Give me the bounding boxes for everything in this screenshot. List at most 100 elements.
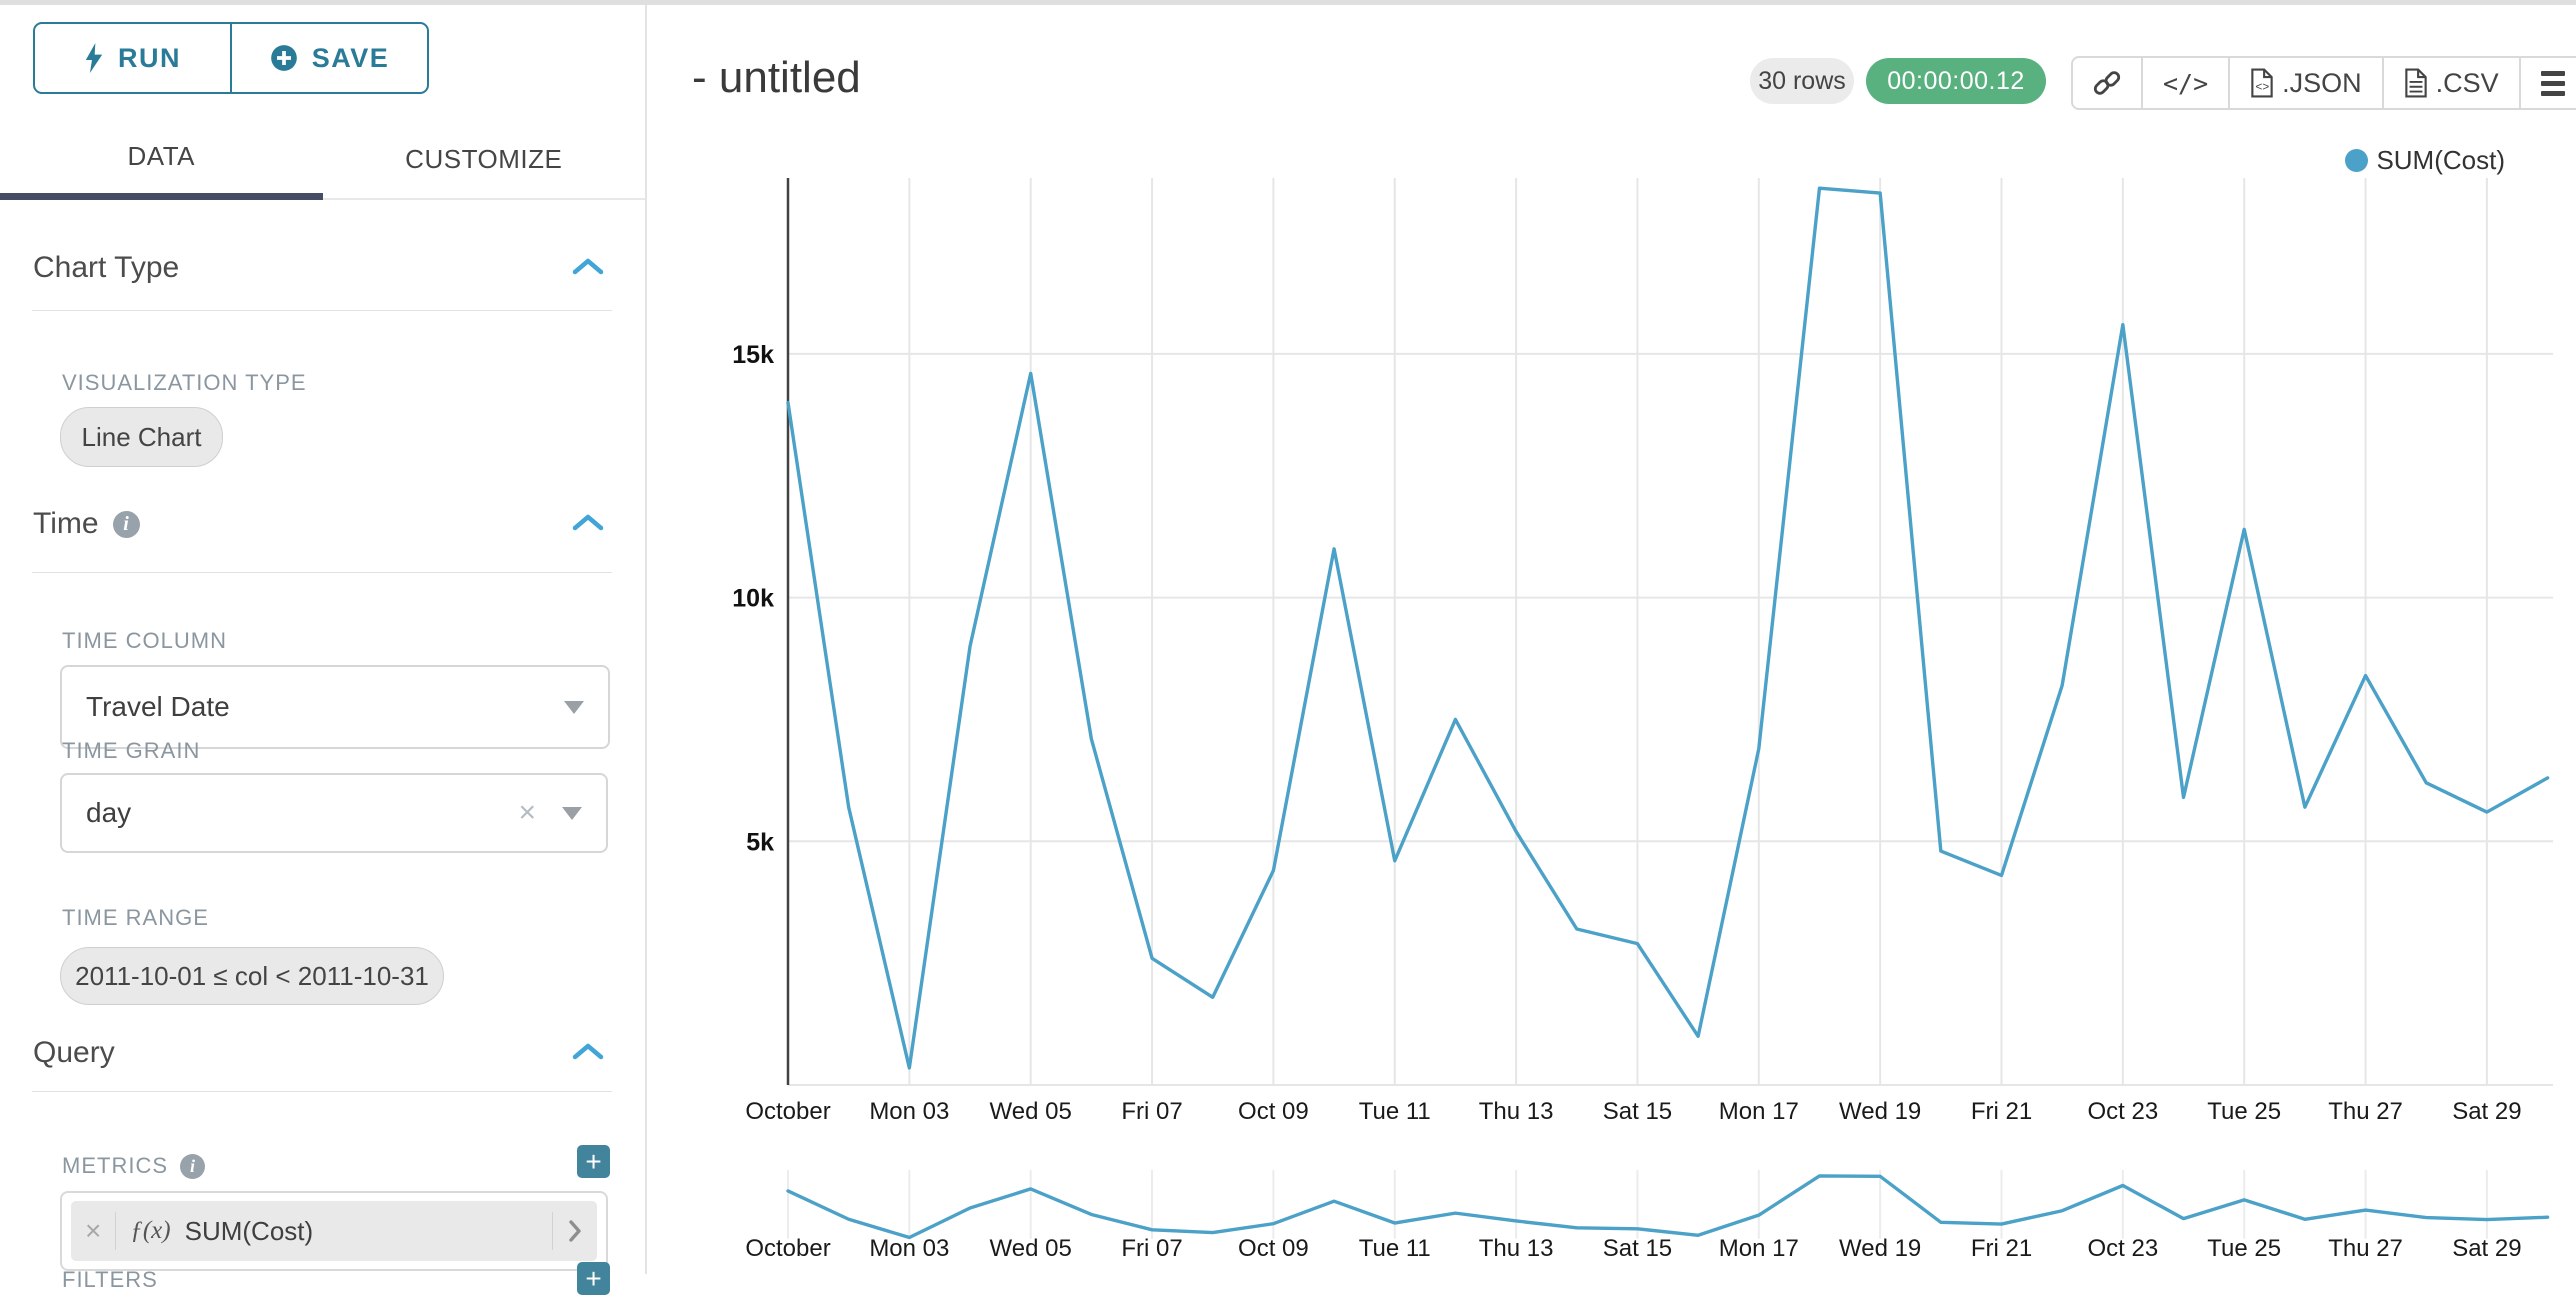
chart-menu-button[interactable] [2518, 58, 2576, 108]
section-divider [32, 1091, 612, 1092]
info-icon[interactable]: i [180, 1153, 205, 1179]
chevron-up-icon[interactable] [571, 257, 605, 277]
share-link-button[interactable] [2073, 58, 2141, 108]
query-timer-badge: 00:00:00.12 [1866, 58, 2046, 104]
remove-metric-icon[interactable]: × [85, 1215, 102, 1246]
time-range-label: TIME RANGE [62, 905, 209, 930]
legend-label: SUM(Cost) [2376, 145, 2505, 175]
visualization-type-value: Line Chart [81, 421, 202, 452]
code-icon: </> [2163, 68, 2209, 98]
run-button[interactable]: RUN [35, 24, 230, 92]
export-json-label: .JSON [2282, 67, 2362, 98]
mini-x-tick-label: Mon 17 [1719, 1235, 1799, 1262]
main-series-line [786, 186, 2550, 1070]
time-column-select[interactable]: Travel Date [60, 665, 610, 749]
query-section-header: Query [33, 1036, 115, 1070]
divider [552, 1212, 553, 1250]
mini-x-tick-label: Thu 13 [1479, 1235, 1554, 1262]
time-range-chip[interactable]: 2011-10-01 ≤ col < 2011-10-31 [60, 947, 444, 1005]
mini-x-tick-label: October [745, 1235, 830, 1262]
mini-x-tick-label: Fri 07 [1121, 1235, 1182, 1262]
export-toolbar: </> <> .JSON .CSV [2071, 56, 2576, 110]
metrics-label-row: METRICS i [62, 1153, 205, 1179]
y-tick-label: 5k [746, 828, 774, 856]
x-tick-label: Sat 29 [2452, 1098, 2521, 1125]
time-grain-value: day [86, 797, 132, 828]
x-tick-label: Wed 05 [990, 1098, 1072, 1125]
mini-x-tick-label: Thu 27 [2328, 1235, 2403, 1262]
chart-title[interactable]: - untitled [692, 53, 861, 102]
mini-x-tick-label: Mon 03 [869, 1235, 949, 1262]
x-tick-label: Oct 09 [1238, 1098, 1309, 1125]
x-tick-label: Tue 25 [2207, 1098, 2281, 1125]
panel-tabs: DATA CUSTOMIZE [0, 120, 645, 200]
x-tick-label: Thu 13 [1479, 1098, 1554, 1125]
clear-icon[interactable]: × [518, 796, 536, 829]
time-range-value: 2011-10-01 ≤ col < 2011-10-31 [75, 960, 429, 991]
mini-x-tick-label: Tue 11 [1359, 1235, 1431, 1262]
metric-chip[interactable]: × ƒ(x) SUM(Cost) [71, 1201, 597, 1261]
visualization-type-label: VISUALIZATION TYPE [62, 370, 307, 395]
query-section-title: Query [33, 1036, 115, 1069]
mini-x-tick-label: Oct 09 [1238, 1235, 1309, 1262]
time-section-title: Time [33, 507, 99, 540]
export-json-button[interactable]: <> .JSON [2228, 58, 2382, 108]
section-divider [32, 572, 612, 573]
chevron-up-icon[interactable] [571, 1042, 605, 1062]
lightning-bolt-icon [85, 43, 103, 73]
save-button[interactable]: SAVE [230, 24, 427, 92]
mini-x-tick-label: Sat 29 [2452, 1235, 2521, 1262]
link-icon [2093, 71, 2121, 95]
chart-type-section-header: Chart Type [33, 251, 179, 285]
mini-x-tick-label: Oct 23 [2087, 1235, 2158, 1262]
tab-data[interactable]: DATA [0, 120, 323, 200]
chart-legend[interactable]: SUM(Cost) [2345, 145, 2505, 176]
metric-value: SUM(Cost) [184, 1215, 314, 1246]
chevron-down-icon [562, 806, 582, 820]
export-csv-label: .CSV [2435, 67, 2499, 98]
x-tick-label: Fri 07 [1121, 1098, 1182, 1125]
x-tick-label: Tue 11 [1359, 1098, 1431, 1125]
metrics-label: METRICS [62, 1153, 168, 1178]
legend-dot [2345, 149, 2369, 172]
save-button-label: SAVE [311, 42, 390, 73]
chevron-down-icon [564, 700, 584, 714]
explore-control-panel: RUN SAVE DATA CUSTOMIZE Chart Type VISUA… [0, 5, 647, 1295]
x-tick-label: Mon 03 [869, 1098, 949, 1125]
y-tick-label: 10k [732, 585, 774, 613]
mini-x-tick-label: Sat 15 [1603, 1235, 1672, 1262]
time-column-label: TIME COLUMN [62, 628, 227, 653]
visualization-type-chip[interactable]: Line Chart [60, 407, 223, 467]
chevron-right-icon[interactable] [567, 1219, 583, 1243]
time-column-value: Travel Date [86, 691, 230, 722]
chevron-up-icon[interactable] [571, 513, 605, 533]
x-tick-label: Thu 27 [2328, 1098, 2403, 1125]
x-tick-label: Oct 23 [2087, 1098, 2158, 1125]
row-count-badge: 30 rows [1750, 58, 1854, 104]
time-section-header: Time i [33, 507, 140, 541]
add-filter-button[interactable]: + [577, 1262, 610, 1295]
mini-x-tick-label: Tue 25 [2207, 1235, 2281, 1262]
function-badge: ƒ(x) [130, 1217, 171, 1244]
run-button-label: RUN [118, 42, 181, 73]
x-tick-label: Sat 15 [1603, 1098, 1672, 1125]
x-tick-label: Fri 21 [1971, 1098, 2032, 1125]
divider [115, 1212, 117, 1250]
tab-customize[interactable]: CUSTOMIZE [322, 120, 645, 200]
time-grain-select[interactable]: day × [60, 773, 608, 853]
run-save-button-group: RUN SAVE [33, 22, 429, 94]
plus-circle-icon [270, 45, 297, 71]
add-metric-button[interactable]: + [577, 1145, 610, 1178]
y-tick-label: 15k [732, 341, 774, 369]
info-icon[interactable]: i [112, 510, 140, 538]
export-csv-button[interactable]: .CSV [2381, 58, 2519, 108]
hamburger-icon [2540, 70, 2565, 96]
x-tick-label: Mon 17 [1719, 1098, 1799, 1125]
chart-type-section-title: Chart Type [33, 251, 180, 284]
mini-series-line [786, 1174, 2550, 1240]
view-query-button[interactable]: </> [2141, 58, 2228, 108]
time-grain-label: TIME GRAIN [62, 738, 201, 763]
file-csv-icon [2404, 68, 2427, 98]
